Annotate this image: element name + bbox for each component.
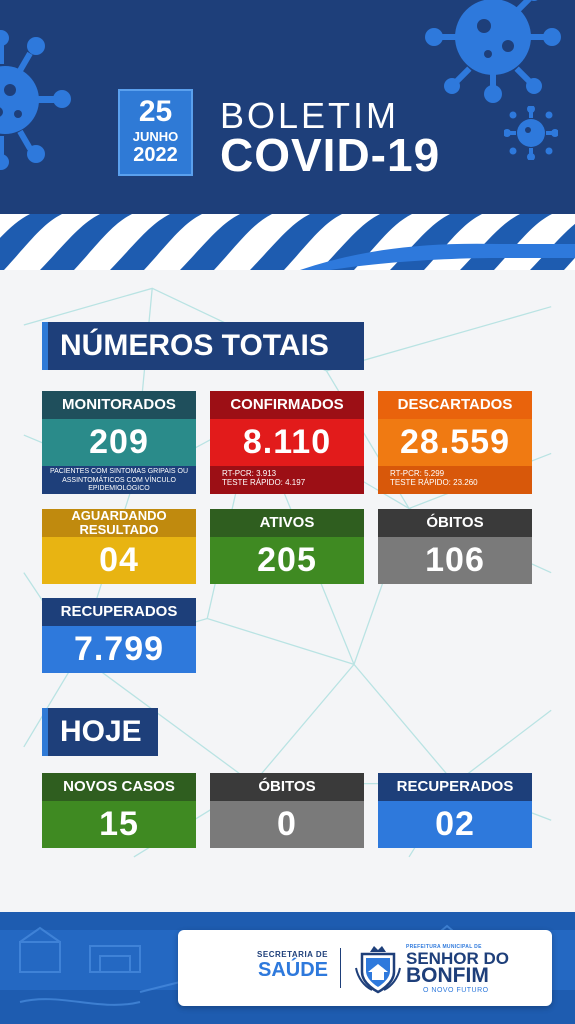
card-obitos: ÓBITOS 106 [378,509,532,584]
logo-divider [340,948,341,988]
card-note: RT-PCR: 3.913 TESTE RÁPIDO: 4.197 [210,466,364,494]
date-month: JUNHO [132,129,179,144]
secretaria-name: SAÚDE [257,959,328,981]
city-name-line2: BONFIM [406,964,489,987]
card-label: RECUPERADOS [42,598,196,626]
card-label: MONITORADOS [42,391,196,419]
card-value: 0 [210,801,364,848]
card-value: 209 [42,419,196,466]
card-note: PACIENTES COM SINTOMAS GRIPAIS OU ASSINT… [42,466,196,494]
card-label: DESCARTADOS [378,391,532,419]
note-rtpcr: RT-PCR: 5.299 [390,469,445,478]
card-value: 7.799 [42,626,196,673]
card-recuperados: RECUPERADOS 7.799 [42,598,196,673]
card-value: 02 [378,801,532,848]
date-day: 25 [138,95,173,128]
card-obitos-hoje: ÓBITOS 0 [210,773,364,848]
card-label: ATIVOS [210,509,364,537]
virus-icon [0,30,71,170]
card-aguardando-resultado: AGUARDANDO RESULTADO 04 [42,509,196,584]
card-label: CONFIRMADOS [210,391,364,419]
card-confirmados: CONFIRMADOS 8.110 RT-PCR: 3.913 TESTE RÁ… [210,391,364,494]
page-title-line2: COVID-19 [220,129,441,181]
section-title-hoje-text: HOJE [60,715,142,748]
date-badge: 25 JUNHO 2022 [118,89,193,176]
card-label: NOVOS CASOS [42,773,196,801]
card-label: ÓBITOS [378,509,532,537]
virus-icon [425,0,561,103]
decorative-stripes [0,214,575,270]
card-descartados: DESCARTADOS 28.559 RT-PCR: 5.299 TESTE R… [378,391,532,494]
city-name-line1: SENHOR DO [406,949,509,968]
card-value: 8.110 [210,419,364,466]
header-banner: 25 JUNHO 2022 BOLETIM COVID-19 [0,0,575,214]
card-recuperados-hoje: RECUPERADOS 02 [378,773,532,848]
card-ativos: ATIVOS 205 [210,509,364,584]
card-label-line1: AGUARDANDO [71,508,167,523]
note-rtpcr: RT-PCR: 3.913 [222,469,277,478]
card-value: 106 [378,537,532,584]
note-teste-rapido: TESTE RÁPIDO: 4.197 [222,478,306,487]
secretaria-label: SECRETARIA DE [257,950,328,959]
logo-panel: SECRETARIA DE SAÚDE PREFEITURA MUNICIPAL… [178,930,552,1006]
card-label: ÓBITOS [210,773,364,801]
card-label: RECUPERADOS [378,773,532,801]
date-year: 2022 [133,144,178,166]
card-value: 15 [42,801,196,848]
page-title-line1: BOLETIM [220,95,400,136]
prefeitura-label: PREFEITURA MUNICIPAL DE [406,944,482,950]
virus-icon [504,106,558,160]
city-crest-icon [355,946,401,994]
card-value: 04 [42,537,196,584]
section-title-hoje: HOJE [42,708,158,756]
note-teste-rapido: TESTE RÁPIDO: 23.260 [390,478,478,487]
city-slogan: O NOVO FUTURO [423,987,489,994]
card-value: 205 [210,537,364,584]
card-label: AGUARDANDO RESULTADO [42,509,196,537]
section-title-totais-text: NÚMEROS TOTAIS [60,329,329,362]
section-title-totais: NÚMEROS TOTAIS [42,322,364,370]
card-novos-casos: NOVOS CASOS 15 [42,773,196,848]
card-value: 28.559 [378,419,532,466]
card-monitorados: MONITORADOS 209 PACIENTES COM SINTOMAS G… [42,391,196,494]
card-label-line2: RESULTADO [79,522,159,537]
card-note: RT-PCR: 5.299 TESTE RÁPIDO: 23.260 [378,466,532,494]
